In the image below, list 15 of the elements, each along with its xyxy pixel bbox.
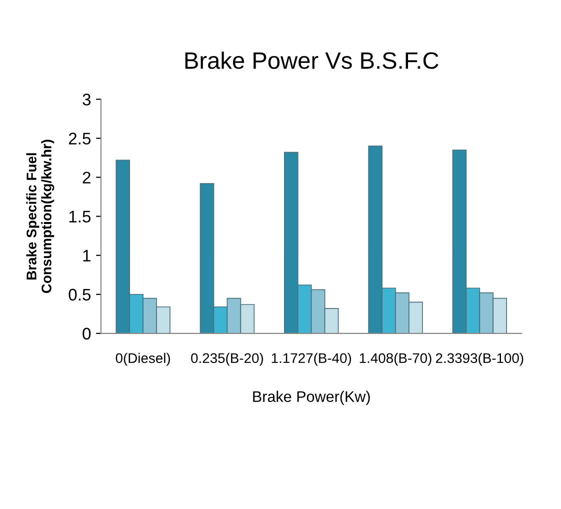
y-axis-title: Brake Specific Fuel Consumption(kg/kw.hr): [26, 140, 54, 294]
y-tick-label: 3: [82, 94, 91, 106]
y-tick-label: 2: [82, 172, 90, 184]
x-tick-label: 0(Diesel): [116, 352, 170, 366]
y-tick-label: 1: [83, 250, 90, 262]
x-axis-title: Brake Power(Kw): [253, 390, 370, 406]
x-tick-label: 1.1727(B-40): [272, 352, 352, 366]
y-tick-label: 0: [82, 328, 91, 340]
y-tick-label: 1.5: [69, 210, 91, 223]
y-tick-label: 2.5: [68, 132, 91, 144]
y-tick-label: 0.5: [68, 288, 91, 301]
x-tick-label: 1.408(B-70): [360, 352, 432, 366]
x-tick-label: 0.235(B-20): [191, 352, 264, 366]
chart-title: Brake Power Vs B.S.F.C: [185, 52, 438, 69]
x-tick-label: 2.3393(B-100): [436, 352, 524, 366]
